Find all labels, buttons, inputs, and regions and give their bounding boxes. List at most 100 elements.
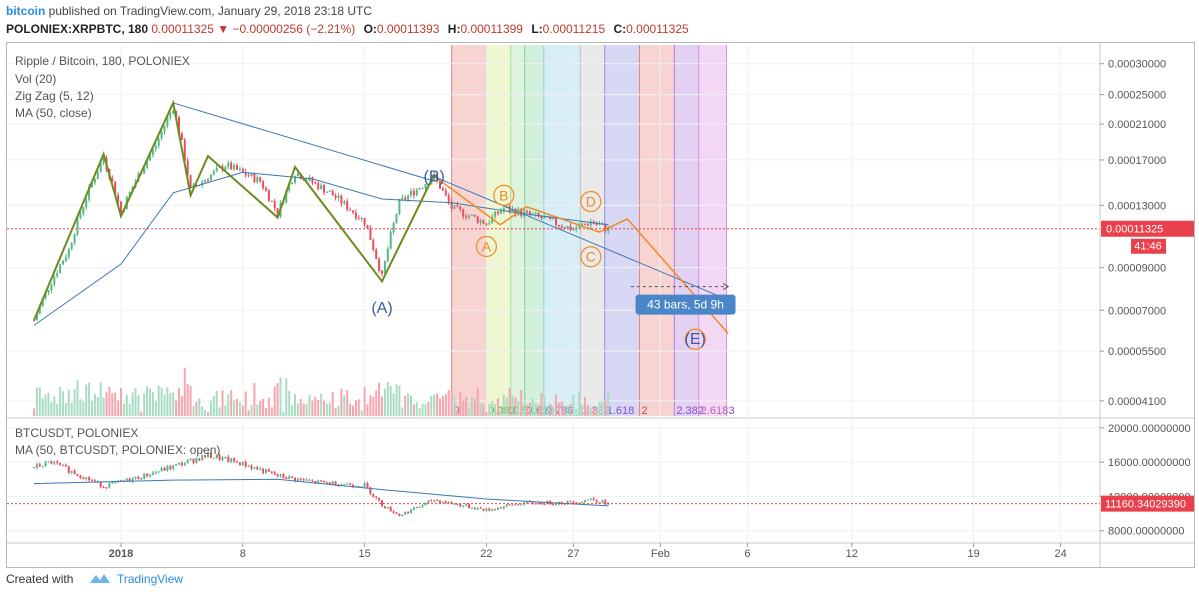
candle-body [589,221,592,226]
candle-body [186,160,189,176]
candle-body [311,177,314,183]
btc-body [598,502,601,504]
btc-body [99,481,102,487]
btc-body [64,464,67,467]
btc-body [456,503,459,505]
y-tick-label: 0.00025000 [1108,90,1166,102]
btc-body [175,464,178,466]
btc-body [163,468,166,471]
volume-bar [56,403,59,416]
candle-body [526,211,528,213]
candle-body [276,208,279,217]
btc-body [584,500,586,503]
btc-body [340,484,343,486]
btc-body [581,502,584,504]
candle-body [488,222,491,225]
candle-body [543,217,546,219]
fib-zone-band [451,45,487,416]
volume-bar [163,394,166,416]
btc-body [586,499,589,501]
btc-body [343,484,346,486]
btc-body [328,482,331,485]
volume-bar [79,399,82,416]
btc-body [372,493,375,497]
btc-body [154,472,157,474]
volume-bar [221,390,224,416]
candle-body [328,190,331,192]
btc-body [430,500,433,502]
volume-bar [354,400,357,416]
volume-bar [407,393,410,416]
candle-body [560,226,563,228]
candle-body [450,201,453,209]
btc-body [407,511,410,514]
btc-body [294,477,296,481]
candle-body [441,188,444,191]
btc-body [468,504,470,508]
volume-bar [470,396,473,416]
candle-body [331,190,334,196]
btc-body [134,476,137,479]
candle-body [253,173,256,183]
candle-body [604,223,607,231]
measure-arrow-icon [723,283,730,291]
volume-bar [305,403,308,416]
volume-bar [215,390,218,416]
volume-bar [146,386,149,416]
candle-body [64,256,67,261]
btc-body [508,504,511,506]
btc-body [317,480,320,483]
btc-body [520,504,523,506]
btc-body [236,461,238,463]
volume-bar [166,387,169,416]
btc-body [439,500,441,503]
volume-bar [430,395,433,416]
volume-bar [494,404,497,416]
candle-body [595,223,598,225]
volume-bar [444,394,447,416]
btc-body [421,505,424,507]
btc-body [459,503,462,507]
volume-bar [456,410,459,416]
annotations: (B) (A) A B C D (E) 43 bars, 5d 9h [371,169,736,350]
candle-body [537,213,540,217]
chart-svg[interactable]: 00.3820.50.6180.7861.3821.61822.3822.618… [7,43,1194,567]
fib-zone-band [698,45,727,416]
chart-header: bitcoin published on TradingView.com, Ja… [0,0,1199,42]
btc-body [230,458,233,462]
y-tick-label: 0.00030000 [1108,59,1166,71]
tradingview-brand-link[interactable]: TradingView [117,572,184,586]
author-link[interactable]: bitcoin [6,4,46,18]
btc-body [285,477,288,479]
btc-body [517,504,520,506]
volume-bar [401,407,404,416]
volume-bar [62,391,64,416]
candle-body [366,224,369,229]
btc-body [59,462,62,465]
btc-body [470,507,473,509]
btc-body [267,469,270,472]
btc-body [323,480,325,483]
volume-bar [88,382,91,416]
candle-body [192,184,195,188]
volume-bar [560,401,563,416]
volume-bar [595,408,598,416]
candle-body [352,210,354,213]
legend-symbol: Ripple / Bitcoin, 180, POLONIEX [15,54,190,68]
btc-body [238,462,241,466]
volume-bar [346,390,349,416]
candle-body [383,260,386,274]
candle-body [424,184,427,188]
volume-bar [453,396,456,416]
btc-body [50,461,53,464]
chart-container[interactable]: 00.3820.50.6180.7861.3821.61822.3822.618… [6,42,1195,568]
candle-body [111,178,114,182]
volume-bar [325,403,328,416]
candle-body [410,190,412,196]
volume-bar [308,394,311,416]
tradingview-cloud-icon[interactable] [88,571,112,585]
volume-bar [91,400,93,416]
candle-body [404,197,407,200]
volume-bar [125,394,128,416]
candle-body [183,139,186,161]
